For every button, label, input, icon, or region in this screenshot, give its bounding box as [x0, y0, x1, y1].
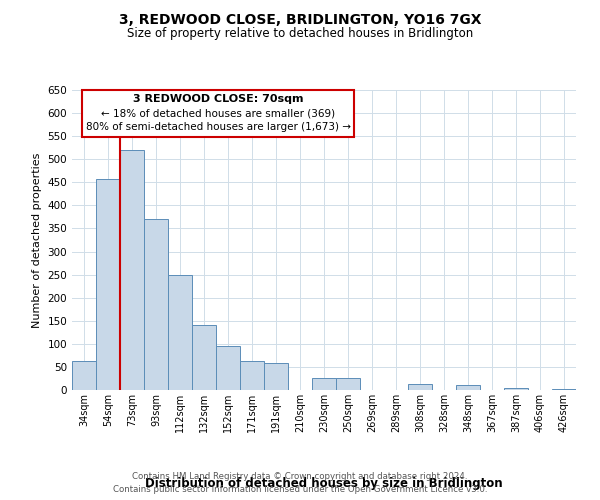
Bar — [168, 275, 192, 390]
Bar — [552, 388, 576, 390]
Bar — [144, 219, 168, 390]
Bar — [216, 346, 240, 390]
Text: 3, REDWOOD CLOSE, BRIDLINGTON, YO16 7GX: 3, REDWOOD CLOSE, BRIDLINGTON, YO16 7GX — [119, 12, 481, 26]
Bar — [264, 363, 288, 390]
Text: Contains HM Land Registry data © Crown copyright and database right 2024.
Contai: Contains HM Land Registry data © Crown c… — [113, 472, 487, 494]
Bar — [408, 384, 432, 390]
Bar — [72, 362, 96, 390]
Bar — [192, 326, 216, 390]
Text: 80% of semi-detached houses are larger (1,673) →: 80% of semi-detached houses are larger (… — [86, 122, 350, 132]
X-axis label: Distribution of detached houses by size in Bridlington: Distribution of detached houses by size … — [145, 476, 503, 490]
Bar — [312, 378, 336, 390]
Bar — [240, 362, 264, 390]
Bar — [456, 386, 480, 390]
Bar — [96, 178, 120, 390]
Text: ← 18% of detached houses are smaller (369): ← 18% of detached houses are smaller (36… — [101, 108, 335, 118]
Y-axis label: Number of detached properties: Number of detached properties — [32, 152, 42, 328]
Text: Size of property relative to detached houses in Bridlington: Size of property relative to detached ho… — [127, 28, 473, 40]
FancyBboxPatch shape — [82, 90, 354, 136]
Bar — [336, 378, 360, 390]
Bar — [504, 388, 528, 390]
Bar — [120, 150, 144, 390]
Text: 3 REDWOOD CLOSE: 70sqm: 3 REDWOOD CLOSE: 70sqm — [133, 94, 304, 104]
